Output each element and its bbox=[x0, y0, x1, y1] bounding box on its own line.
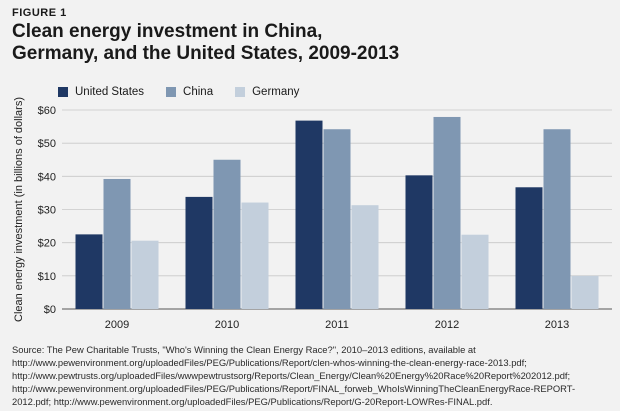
bar-china-2010 bbox=[213, 159, 241, 309]
legend-swatch-germany bbox=[235, 87, 246, 97]
legend-swatch-china bbox=[166, 87, 177, 97]
y-tick-label: $40 bbox=[38, 171, 56, 183]
y-tick-label: $30 bbox=[38, 205, 56, 217]
bar-germany-2009 bbox=[131, 240, 159, 309]
figure-label: FIGURE 1 bbox=[12, 7, 67, 19]
bar-united-states-2010 bbox=[185, 196, 213, 309]
bar-united-states-2011 bbox=[295, 120, 323, 309]
legend-item-china: China bbox=[166, 86, 213, 98]
y-tick-label: $20 bbox=[38, 238, 56, 250]
bar-china-2013 bbox=[543, 129, 571, 309]
source-note: Source: The Pew Charitable Trusts, "Who'… bbox=[12, 344, 576, 407]
legend-label-germany: Germany bbox=[252, 86, 300, 98]
x-tick-label: 2012 bbox=[435, 319, 459, 331]
legend-label-united-states: United States bbox=[75, 86, 145, 98]
chart-title: Clean energy investment in China, German… bbox=[12, 21, 612, 65]
bar-united-states-2009 bbox=[75, 234, 103, 309]
y-tick-label: $0 bbox=[44, 304, 56, 316]
bar-china-2011 bbox=[323, 129, 351, 309]
x-tick-label: 2009 bbox=[105, 319, 129, 331]
bar-germany-2011 bbox=[351, 205, 379, 309]
bar-germany-2012 bbox=[461, 234, 489, 309]
legend: United States China Germany bbox=[58, 86, 321, 98]
bar-united-states-2012 bbox=[405, 175, 433, 309]
bar-china-2012 bbox=[433, 116, 461, 309]
x-tick-label: 2010 bbox=[215, 319, 239, 331]
y-tick-label: $10 bbox=[38, 271, 56, 283]
chart-title-line-1: Clean energy investment in China, bbox=[12, 21, 323, 42]
x-tick-label: 2011 bbox=[325, 319, 349, 331]
y-axis-label: Clean energy investment (in billions of … bbox=[13, 97, 25, 322]
legend-item-germany: Germany bbox=[235, 86, 299, 98]
bar-china-2009 bbox=[103, 178, 131, 309]
legend-label-china: China bbox=[183, 86, 214, 98]
bar-germany-2010 bbox=[241, 202, 269, 309]
bar-chart: $0 $10 $20 $30 $40 $50 $60 Clean energy investm… bbox=[13, 97, 612, 331]
bar-united-states-2013 bbox=[515, 187, 543, 309]
chart-title-line-2: Germany, and the United States, 2009-201… bbox=[12, 43, 400, 64]
y-tick-label: $60 bbox=[38, 105, 56, 117]
y-tick-label: $50 bbox=[38, 138, 56, 150]
legend-swatch-united-states bbox=[58, 87, 68, 97]
x-tick-label: 2013 bbox=[545, 319, 569, 331]
bar-germany-2013 bbox=[571, 275, 599, 309]
legend-item-united-states: United States bbox=[58, 86, 144, 98]
